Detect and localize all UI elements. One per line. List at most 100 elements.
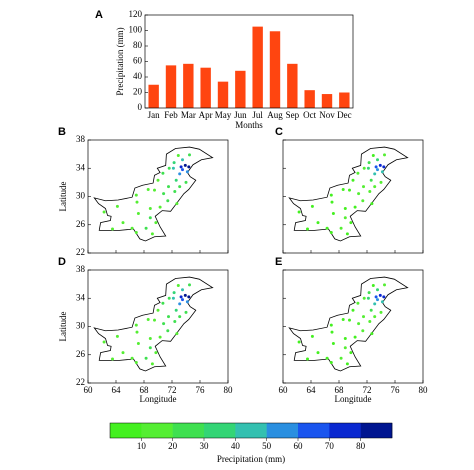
colorbar-tick-label: 40 xyxy=(231,441,241,451)
station xyxy=(154,351,158,355)
station xyxy=(361,199,365,203)
country-outline xyxy=(288,146,409,242)
y-tick-label: 34 xyxy=(76,292,86,302)
station xyxy=(330,200,334,204)
station xyxy=(162,192,166,196)
bar xyxy=(252,26,263,108)
station xyxy=(361,329,365,333)
station xyxy=(148,207,152,211)
country-outline xyxy=(93,276,214,372)
colorbar-segment xyxy=(204,423,236,438)
station xyxy=(183,163,187,167)
station xyxy=(382,165,386,169)
colorbar-segment xyxy=(110,423,142,438)
bar xyxy=(217,81,229,108)
x-tick-label: 64 xyxy=(307,385,317,395)
y-tick-label: 40 xyxy=(133,71,143,81)
bar xyxy=(148,84,159,108)
x-tick-label: Mar xyxy=(181,110,196,120)
x-tick-label: 68 xyxy=(335,385,345,395)
station xyxy=(102,340,106,344)
station xyxy=(371,154,375,158)
station xyxy=(368,190,372,194)
station xyxy=(382,295,386,299)
x-tick-label: Dec xyxy=(337,110,352,120)
station xyxy=(115,204,119,208)
bar xyxy=(339,92,350,108)
station xyxy=(153,318,156,322)
station xyxy=(148,346,152,350)
bar xyxy=(304,90,315,108)
bar xyxy=(235,70,246,108)
colorbar-segment xyxy=(235,423,267,438)
station xyxy=(362,296,366,300)
x-tick-label: Oct xyxy=(303,110,316,120)
y-tick-label: 34 xyxy=(76,162,86,172)
y-axis-label: Precipitation (mm) xyxy=(115,27,125,95)
y-tick-label: 80 xyxy=(133,40,143,50)
station xyxy=(343,216,347,220)
station xyxy=(345,362,349,366)
station xyxy=(171,166,175,170)
y-axis-label: Latitude xyxy=(58,182,68,212)
station xyxy=(146,317,150,321)
station xyxy=(374,165,378,169)
station xyxy=(369,308,373,312)
bar xyxy=(183,63,194,108)
y-tick-label: 100 xyxy=(129,25,143,35)
station xyxy=(330,330,334,334)
y-tick-label: 38 xyxy=(76,264,86,274)
station xyxy=(353,335,357,339)
colorbar-segment xyxy=(141,423,173,438)
station xyxy=(367,161,371,165)
y-tick-label: 22 xyxy=(76,247,85,257)
station xyxy=(362,185,365,189)
station xyxy=(343,346,347,350)
station xyxy=(331,211,335,215)
y-tick-label: 38 xyxy=(76,134,86,144)
colorbar-tick-label: 60 xyxy=(294,441,304,451)
station xyxy=(130,226,134,230)
station xyxy=(380,170,384,174)
station xyxy=(121,351,125,355)
panel-letter: E xyxy=(275,256,282,268)
station xyxy=(316,221,320,225)
axes-frame xyxy=(87,139,229,254)
station xyxy=(357,192,361,196)
colorbar-tick-label: 10 xyxy=(137,441,147,451)
station xyxy=(179,165,183,169)
x-tick-label: 60 xyxy=(279,385,289,395)
station xyxy=(383,153,386,157)
y-tick-label: 30 xyxy=(76,191,86,201)
x-tick-label: Aug xyxy=(267,110,283,120)
station xyxy=(362,166,366,170)
station xyxy=(373,302,377,306)
station xyxy=(134,361,138,365)
colorbar-segment xyxy=(329,423,361,438)
station xyxy=(174,308,178,312)
station xyxy=(310,334,314,338)
axes-frame xyxy=(282,139,424,254)
station xyxy=(316,351,320,355)
colorbar-tick-label: 70 xyxy=(325,441,335,451)
station xyxy=(166,329,170,333)
station xyxy=(184,180,188,184)
station xyxy=(379,310,383,314)
x-tick-label: 76 xyxy=(196,385,206,395)
station xyxy=(130,356,134,360)
y-tick-label: 60 xyxy=(133,56,143,66)
station xyxy=(339,226,343,230)
x-axis-label: Longitude xyxy=(335,394,372,404)
station xyxy=(306,227,309,231)
station xyxy=(178,172,182,176)
station xyxy=(379,180,383,184)
station xyxy=(184,310,188,314)
station xyxy=(161,171,165,175)
station xyxy=(102,210,106,214)
x-axis-label: Longitude xyxy=(140,394,177,404)
station xyxy=(378,293,382,297)
station xyxy=(148,216,152,220)
station xyxy=(376,158,379,162)
y-tick-label: 26 xyxy=(76,219,86,229)
station xyxy=(134,193,138,197)
